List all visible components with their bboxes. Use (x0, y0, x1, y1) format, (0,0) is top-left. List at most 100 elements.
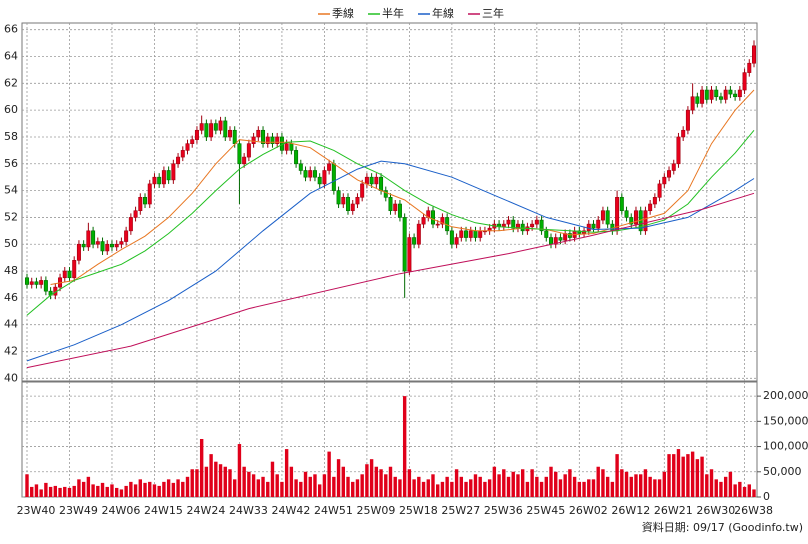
candle-body (350, 203, 355, 212)
volume-bar (152, 484, 157, 497)
candle-body (723, 89, 728, 100)
candle-body (346, 197, 351, 212)
x-tick-label: 23W49 (59, 504, 98, 517)
candle-body (227, 129, 232, 138)
candle-body (246, 143, 251, 158)
volume-bar (218, 464, 223, 497)
volume-bar (440, 481, 445, 497)
volume-bar (572, 476, 577, 497)
candle-body (81, 243, 86, 248)
volume-bar (492, 466, 497, 497)
candle-body (360, 183, 365, 198)
volume-bar (374, 466, 379, 497)
candle-body (430, 210, 435, 225)
volume-bar (544, 476, 548, 497)
volume-bar (672, 454, 676, 497)
candle-body (733, 93, 738, 98)
candle-body (506, 219, 511, 225)
volume-bar (421, 481, 426, 497)
y2-tick-label: 150,000 (763, 414, 808, 427)
candle-body (251, 136, 256, 144)
candle-body (478, 230, 483, 238)
volume-bar (266, 481, 270, 497)
volume-bar (25, 474, 29, 497)
volume-bar (520, 469, 525, 497)
volume-bar (336, 459, 341, 497)
candle-body (440, 217, 445, 225)
candle-body (298, 163, 303, 171)
candle-body (39, 280, 44, 285)
y-tick-label: 60 (4, 103, 18, 116)
volume-bar (341, 466, 345, 497)
candle-body (454, 237, 459, 245)
volume-bar (549, 466, 553, 497)
candle-body (652, 197, 657, 205)
volume-bar (58, 487, 62, 497)
candle-body (643, 210, 648, 232)
volume-bar (742, 486, 747, 497)
volume-bar (119, 489, 124, 497)
candle-body (105, 243, 110, 252)
volume-bar (393, 476, 397, 497)
candle-body (199, 123, 204, 131)
ma-line (26, 192, 755, 369)
volume-bar (601, 469, 605, 497)
volume-bar (284, 449, 289, 497)
volume-bar (275, 474, 279, 497)
volume-bar (72, 485, 76, 497)
volume-bar (67, 487, 72, 497)
candle-body (501, 223, 506, 228)
volume-bar (332, 476, 336, 497)
y-tick-label: 52 (4, 210, 18, 223)
y2-tick-label: 0 (763, 490, 770, 503)
volume-bar (487, 479, 492, 497)
volume-bar (653, 479, 657, 497)
volume-bar (166, 479, 171, 497)
volume-bar (77, 479, 81, 497)
ma-line (26, 160, 755, 362)
candle-body (747, 62, 752, 73)
candle-body (86, 230, 91, 248)
candle-body (308, 170, 313, 178)
candle-body (459, 230, 464, 238)
candle-body (695, 96, 700, 104)
volume-bar (454, 469, 459, 497)
candle-body (34, 281, 39, 285)
candle-body (109, 243, 114, 248)
legend-label: 年線 (432, 6, 454, 20)
candle-body (133, 210, 138, 218)
candle-body (728, 89, 733, 95)
candle-body (194, 129, 199, 140)
candle-body (336, 190, 341, 205)
candle-body (412, 237, 417, 245)
candle-body (327, 163, 332, 171)
candle-body (558, 237, 563, 241)
volume-bar (634, 474, 638, 497)
candle-body (261, 129, 266, 144)
candle-body (435, 223, 440, 226)
candle-body (539, 219, 544, 232)
candle-body (275, 136, 280, 144)
candle-body (511, 219, 516, 229)
candle-body (157, 176, 162, 185)
candle-body (667, 170, 672, 178)
labels: 40 42 44 46 48 50 52 54 56 58 60 62 64 66 0 50,000 100,0… (4, 6, 808, 517)
x-tick-label: 24W24 (187, 504, 226, 517)
x-tick-label: 25W27 (441, 504, 480, 517)
candle-body (355, 197, 360, 205)
volume-bar (563, 474, 567, 497)
candle-body (284, 143, 289, 151)
candle-body (544, 230, 549, 238)
volume-bar (723, 476, 728, 497)
candle-body (138, 197, 143, 212)
volume-bar (436, 484, 440, 497)
volume-bar (596, 466, 600, 497)
volume-bar (44, 482, 48, 497)
candle-body (152, 176, 157, 185)
volume-bar (148, 481, 152, 497)
ma-line (50, 89, 755, 285)
volume-bar (270, 461, 275, 497)
volume-bar (369, 459, 374, 497)
x-tick-label: 26W21 (654, 504, 693, 517)
